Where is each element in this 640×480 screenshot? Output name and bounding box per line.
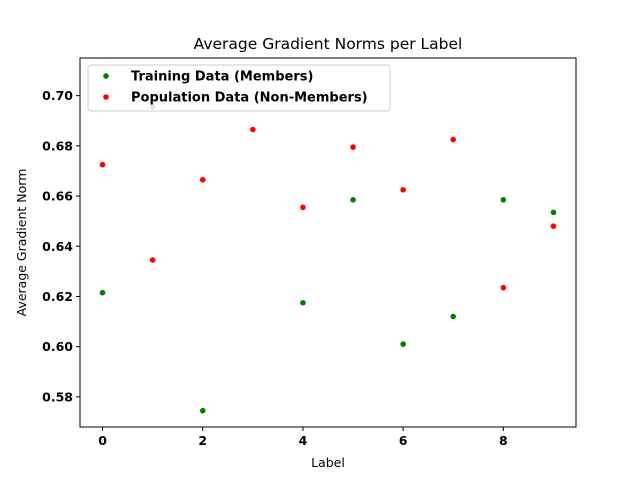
y-tick-label: 0.58 (42, 389, 73, 404)
y-tick-label: 0.70 (42, 88, 73, 103)
x-tick-label: 4 (299, 433, 308, 448)
x-tick-label: 8 (499, 433, 508, 448)
legend-box (87, 64, 391, 112)
point-series-1-label-7 (450, 313, 457, 320)
y-tick-label: 0.64 (42, 239, 73, 254)
point-series-2-label-9 (550, 223, 557, 229)
point-series-1-label-9 (550, 209, 557, 216)
y-tick-label: 0.68 (42, 138, 73, 153)
point-series-2-label-1 (149, 257, 156, 263)
point-series-2-label-0 (99, 161, 106, 168)
plot-frame (79, 57, 577, 428)
legend-marker-series-1 (103, 73, 109, 79)
legend-label-series-1: Training Data (Members) (131, 70, 313, 85)
point-series-2-label-7 (450, 136, 457, 143)
x-tick-label: 2 (198, 433, 207, 448)
y-axis-label: Average Gradient Norm (14, 169, 29, 317)
point-series-1-label-2 (199, 407, 206, 414)
point-series-2-label-6 (400, 186, 406, 193)
point-series-2-label-3 (250, 126, 256, 133)
x-tick-label: 0 (98, 433, 107, 448)
point-series-1-label-0 (99, 289, 106, 296)
legend: Training Data (Members) Population Data (… (87, 64, 391, 112)
point-series-2-label-4 (300, 204, 306, 211)
chart-title: Average Gradient Norms per Label (194, 35, 463, 53)
legend-label-series-2: Population Data (Non-Members) (131, 91, 368, 106)
point-series-2-label-2 (199, 176, 206, 183)
y-tick-label: 0.60 (42, 339, 73, 354)
point-series-1-label-4 (300, 299, 306, 306)
y-tick-label: 0.62 (42, 289, 73, 304)
axes: 0 2 4 6 8 0.58 0.60 0.62 0.64 0.66 0.68 0.70 (42, 57, 577, 448)
x-tick-label: 6 (399, 433, 408, 448)
plot-area (80, 58, 576, 427)
point-series-1-label-5 (350, 197, 356, 203)
point-series-1-label-8 (500, 197, 507, 203)
legend-marker-series-2 (103, 94, 109, 100)
point-series-1-label-6 (400, 341, 406, 347)
y-tick-label: 0.66 (42, 189, 73, 204)
point-series-2-label-8 (500, 284, 507, 291)
point-series-2-label-5 (350, 144, 356, 150)
x-axis-label: Label (311, 455, 345, 470)
